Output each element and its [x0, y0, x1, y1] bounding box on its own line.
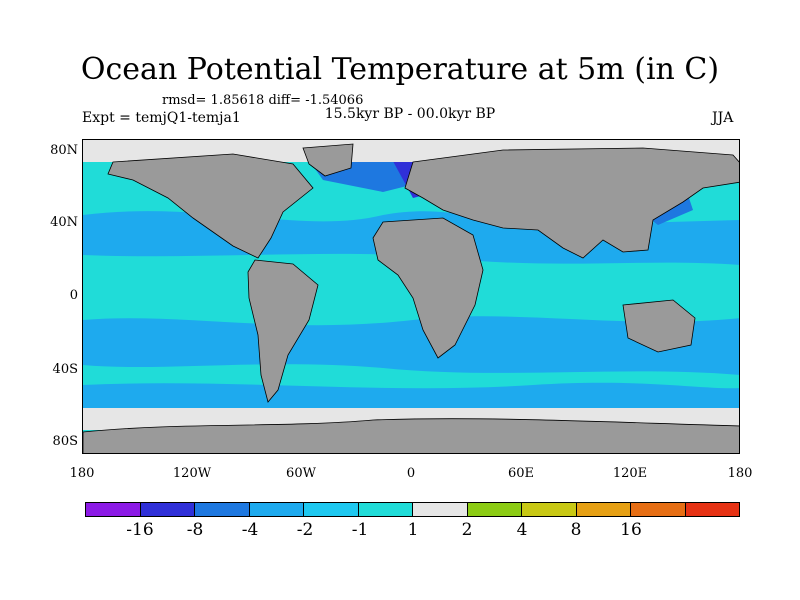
colorbar-segment-5 — [304, 503, 359, 516]
colorbar-segment-6 — [358, 503, 413, 516]
colorbar-label: 8 — [570, 520, 582, 540]
period-label: 15.5kyr BP - 00.0kyr BP — [324, 106, 496, 122]
colorbar-segment-7 — [413, 503, 468, 516]
colorbar-segment-9 — [522, 503, 577, 516]
lon-tick-0: 0 — [406, 466, 416, 481]
plot-title: Ocean Potential Temperature at 5m (in C) — [80, 52, 720, 87]
season-label: JJA — [712, 110, 734, 126]
greenland — [302, 143, 354, 177]
colorbar-segment-3 — [195, 503, 250, 516]
map-canvas — [83, 140, 739, 453]
colorbar-segment-11 — [631, 503, 686, 516]
colorbar-label: -16 — [126, 520, 154, 540]
land-masses — [83, 143, 739, 453]
colorbar-label: -4 — [241, 520, 259, 540]
colorbar-label: -8 — [186, 520, 204, 540]
lon-tick-60e: 60E — [507, 466, 535, 481]
colorbar-segment-8 — [467, 503, 522, 516]
colorbar — [85, 502, 740, 517]
map-panel — [82, 139, 740, 454]
colorbar-label: -2 — [296, 520, 314, 540]
lat-tick-80n: 80N — [50, 143, 78, 158]
rmsd-diff-stats: rmsd= 1.85618 diff= -1.54066 — [162, 93, 364, 108]
africa — [372, 217, 484, 359]
colorbar-label: 4 — [516, 520, 528, 540]
band-south-subtropics — [83, 316, 739, 375]
colorbar-segment-1 — [86, 503, 141, 516]
colorbar-segment-2 — [140, 503, 195, 516]
colorbar-label: 2 — [461, 520, 473, 540]
colorbar-label: -1 — [351, 520, 369, 540]
eurasia — [404, 147, 739, 259]
south-america — [247, 259, 319, 403]
lon-tick-180e: 180 — [727, 466, 753, 481]
colorbar-segment-12 — [685, 503, 739, 516]
lat-tick-40s: 40S — [52, 362, 78, 377]
lon-tick-120w: 120W — [172, 466, 212, 481]
australia — [622, 299, 696, 353]
colorbar-segment-10 — [576, 503, 631, 516]
experiment-label: Expt = temjQ1-temja1 — [82, 110, 241, 126]
lat-tick-80s: 80S — [52, 434, 78, 449]
colorbar-segment-4 — [249, 503, 304, 516]
lon-tick-180w: 180 — [69, 466, 95, 481]
north-america — [107, 153, 314, 259]
lon-tick-120e: 120E — [612, 466, 648, 481]
antarctica — [83, 418, 739, 453]
lat-tick-0: 0 — [69, 288, 78, 303]
lat-tick-40n: 40N — [50, 215, 78, 230]
colorbar-label: 1 — [407, 520, 419, 540]
colorbar-label: 16 — [620, 520, 642, 540]
lon-tick-60w: 60W — [286, 466, 316, 481]
